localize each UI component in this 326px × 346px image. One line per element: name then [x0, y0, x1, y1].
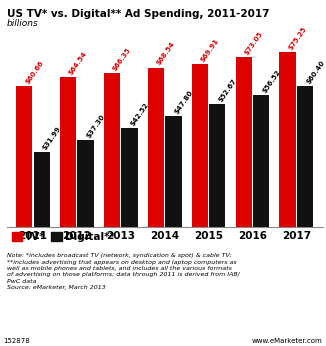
Bar: [209, 104, 226, 227]
Text: $52.67: $52.67: [217, 78, 238, 103]
Text: Note: *includes broadcast TV (network, syndication & spot) & cable TV;
**include: Note: *includes broadcast TV (network, s…: [7, 253, 239, 290]
Text: $47.80: $47.80: [173, 89, 194, 115]
Text: $42.52: $42.52: [129, 101, 150, 127]
Bar: [16, 86, 32, 227]
Bar: [60, 77, 76, 227]
Text: $69.91: $69.91: [200, 38, 220, 63]
Text: $73.05: $73.05: [244, 30, 264, 56]
Text: $75.25: $75.25: [288, 26, 308, 51]
Text: $64.54: $64.54: [68, 50, 88, 76]
Bar: [253, 95, 269, 227]
Text: www.eMarketer.com: www.eMarketer.com: [252, 338, 323, 344]
Text: $56.52: $56.52: [261, 69, 281, 94]
Text: billions: billions: [7, 19, 38, 28]
Text: $31.99: $31.99: [42, 126, 62, 151]
Text: $68.54: $68.54: [156, 41, 176, 66]
Bar: [236, 57, 252, 227]
Legend: TV*, Digital**: TV*, Digital**: [12, 232, 114, 242]
Bar: [104, 73, 120, 227]
Text: $60.66: $60.66: [24, 60, 44, 85]
Bar: [279, 52, 296, 227]
Text: $37.30: $37.30: [86, 113, 106, 139]
Bar: [165, 116, 182, 227]
Bar: [297, 86, 313, 227]
Text: $66.35: $66.35: [112, 46, 132, 72]
Bar: [148, 67, 164, 227]
Text: 152878: 152878: [3, 338, 30, 344]
Text: US TV* vs. Digital** Ad Spending, 2011-2017: US TV* vs. Digital** Ad Spending, 2011-2…: [7, 9, 269, 19]
Text: $60.40: $60.40: [305, 60, 326, 85]
Bar: [192, 64, 208, 227]
Bar: [78, 140, 94, 227]
Bar: [121, 128, 138, 227]
Bar: [34, 152, 50, 227]
